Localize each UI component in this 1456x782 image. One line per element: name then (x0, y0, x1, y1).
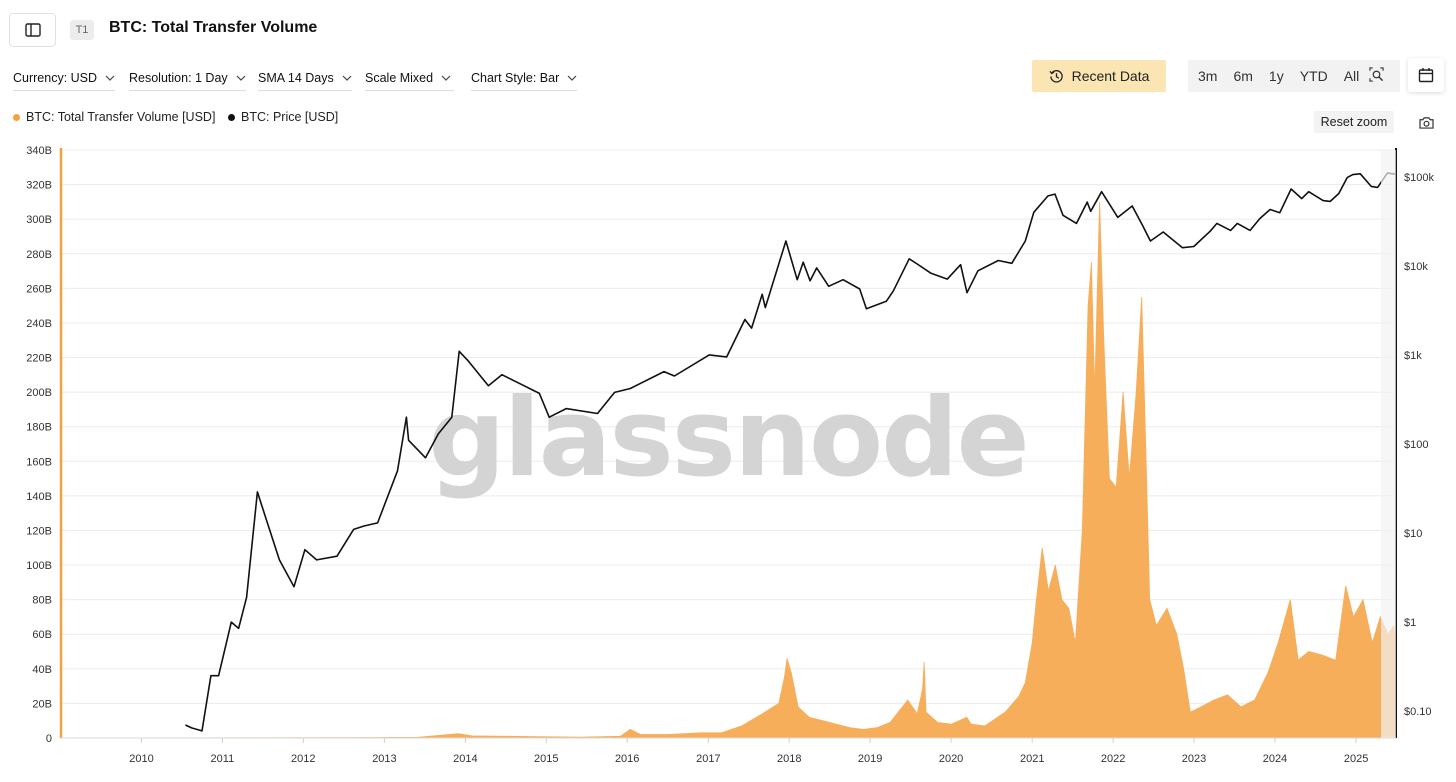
x-tick-label: 2025 (1344, 753, 1368, 765)
zoom-search-icon (1369, 67, 1384, 82)
x-tick-label: 2012 (291, 753, 315, 765)
x-tick-label: 2023 (1182, 753, 1206, 765)
range-6m-button[interactable]: 6m (1233, 68, 1253, 84)
chart-style-label: Chart Style: Bar (471, 71, 560, 85)
camera-icon (1418, 116, 1434, 129)
left-tick-label: 100B (26, 560, 52, 572)
x-axis-ticks: 2010 2011 2012 2013 2014 2015 2016 2017 2018 2019… (129, 738, 1368, 765)
left-tick-label: 280B (26, 249, 52, 261)
price-series (185, 172, 1397, 732)
left-axis-ticks: 0 20B 40B 60B 80B 100B 120B 140B 160B 180B 200B 220… (26, 145, 52, 745)
left-tick-label: 240B (26, 318, 52, 330)
left-tick-label: 60B (32, 629, 52, 641)
legend-label-price: BTC: Price [USD] (241, 110, 339, 124)
range-1y-button[interactable]: 1y (1268, 68, 1284, 84)
left-tick-label: 20B (32, 698, 52, 710)
right-tick-label: $0.10 (1404, 706, 1432, 718)
x-tick-label: 2021 (1020, 753, 1044, 765)
legend-label-volume: BTC: Total Transfer Volume [USD] (26, 110, 216, 124)
calendar-icon (1418, 68, 1434, 83)
right-tick-label: $100 (1404, 439, 1428, 451)
scale-label: Scale Mixed (365, 71, 434, 85)
range-all-button[interactable]: All (1343, 68, 1360, 84)
recent-data-shade (1381, 150, 1396, 738)
range-ytd-button[interactable]: YTD (1299, 68, 1328, 84)
chart-style-dropdown[interactable]: Chart Style: Bar (471, 66, 578, 91)
x-tick-label: 2015 (534, 753, 558, 765)
grid-lines (61, 149, 1396, 739)
x-tick-label: 2024 (1263, 753, 1287, 765)
resolution-label: Resolution: 1 Day (129, 71, 228, 85)
right-tick-label: $100k (1404, 172, 1434, 184)
volume-area (60, 201, 1397, 739)
left-tick-label: 160B (26, 456, 52, 468)
x-tick-label: 2022 (1101, 753, 1125, 765)
x-tick-label: 2013 (372, 753, 396, 765)
glassnode-watermark: glassnode (428, 376, 1027, 501)
transfer-volume-chart[interactable]: glassnode 0 20B 40B 60B 80B 100B 120B 140B 160B 1… (0, 140, 1456, 782)
left-tick-label: 40B (32, 664, 52, 676)
x-tick-label: 2016 (615, 753, 639, 765)
reset-zoom-button[interactable]: Reset zoom (1314, 111, 1394, 133)
left-tick-label: 220B (26, 353, 52, 365)
left-tick-label: 80B (32, 595, 52, 607)
right-axis-ticks: $0.10 $1 $10 $100 $1k $10k $100k (1404, 172, 1434, 718)
legend-dot-volume (13, 113, 20, 121)
left-tick-label: 200B (26, 387, 52, 399)
currency-dropdown[interactable]: Currency: USD (13, 66, 116, 91)
sma-label: SMA 14 Days (258, 71, 334, 85)
screenshot-button[interactable] (1414, 111, 1438, 133)
calendar-button[interactable] (1408, 58, 1444, 92)
left-tick-label: 180B (26, 422, 52, 434)
legend-dot-price (228, 113, 235, 121)
chevron-down-icon (567, 75, 577, 81)
left-tick-label: 320B (26, 180, 52, 192)
recent-data-label: Recent Data (1071, 68, 1150, 84)
x-tick-label: 2010 (129, 753, 153, 765)
chevron-down-icon (105, 75, 115, 81)
axes (59, 148, 1397, 739)
x-tick-label: 2017 (696, 753, 720, 765)
x-tick-label: 2014 (453, 753, 477, 765)
right-tick-label: $1k (1404, 350, 1422, 362)
left-tick-label: 120B (26, 525, 52, 537)
zoom-select-button[interactable] (1367, 67, 1392, 85)
left-tick-label: 260B (26, 283, 52, 295)
right-tick-label: $10 (1404, 528, 1422, 540)
time-range-group: 3m 6m 1y YTD All (1188, 60, 1400, 92)
x-tick-label: 2019 (858, 753, 882, 765)
page-title: BTC: Total Transfer Volume (109, 19, 318, 36)
price-line (185, 172, 1397, 732)
range-3m-button[interactable]: 3m (1198, 68, 1218, 84)
chevron-down-icon (236, 75, 246, 81)
x-tick-label: 2020 (939, 753, 963, 765)
left-tick-label: 300B (26, 214, 52, 226)
x-tick-label: 2011 (211, 753, 235, 765)
chevron-down-icon (441, 75, 451, 81)
x-tick-label: 2018 (777, 753, 801, 765)
legend-item-price[interactable]: BTC: Price [USD] (228, 110, 338, 124)
currency-label: Currency: USD (13, 71, 98, 85)
sma-dropdown[interactable]: SMA 14 Days (258, 66, 352, 91)
right-tick-label: $1 (1404, 617, 1416, 629)
tier-badge: T1 (70, 20, 94, 40)
recent-data-button[interactable]: Recent Data (1032, 60, 1166, 92)
sidebar-toggle-icon (24, 23, 41, 37)
right-tick-label: $10k (1404, 261, 1428, 273)
scale-dropdown[interactable]: Scale Mixed (365, 66, 454, 91)
legend-item-volume[interactable]: BTC: Total Transfer Volume [USD] (13, 110, 215, 124)
sidebar-toggle-button[interactable] (9, 13, 56, 47)
volume-series (60, 201, 1397, 739)
resolution-dropdown[interactable]: Resolution: 1 Day (129, 66, 246, 91)
chevron-down-icon (342, 75, 352, 81)
left-tick-label: 0 (46, 733, 52, 745)
left-tick-label: 340B (26, 145, 52, 157)
history-icon (1049, 69, 1063, 83)
left-tick-label: 140B (26, 491, 52, 503)
